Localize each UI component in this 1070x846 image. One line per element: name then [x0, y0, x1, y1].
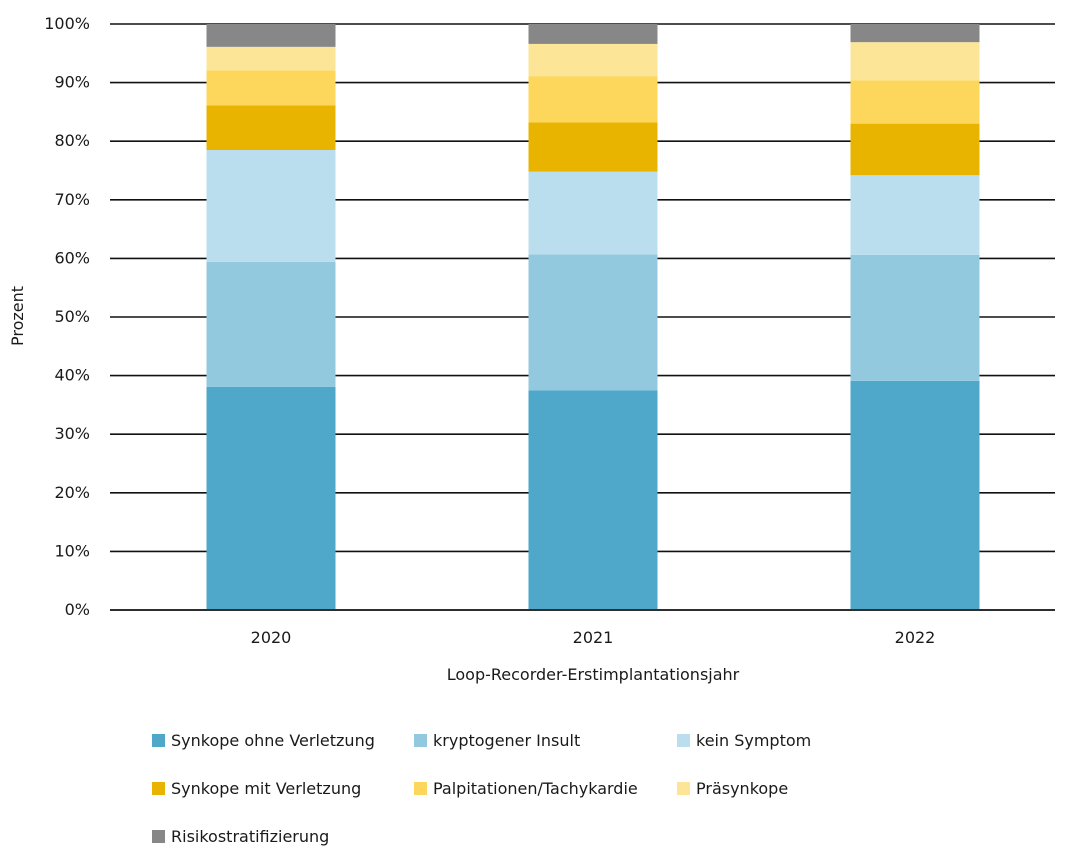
x-tick-label: 2020 [251, 628, 292, 647]
bar-segment [206, 261, 336, 387]
y-tick-labels: 0% 10% 20% 30% 40% 50% 60% 70% 80% 90% 100% [44, 14, 90, 619]
x-axis-label: Loop-Recorder-Erstimplantationsjahr [447, 665, 740, 684]
bar-segment [206, 105, 336, 150]
legend-item: Risikostratifizierung [152, 827, 329, 846]
bar-segment [850, 24, 980, 43]
bar-segment [206, 46, 336, 71]
y-tick-label: 70% [54, 190, 90, 209]
legend-item: kryptogener Insult [414, 731, 580, 750]
bar-segment [528, 254, 658, 391]
bar-segment [528, 390, 658, 610]
legend-swatch [677, 782, 690, 795]
legend-item: kein Symptom [677, 731, 811, 750]
y-tick-label: 20% [54, 483, 90, 502]
legend-label: kryptogener Insult [433, 731, 581, 750]
bar-segment [206, 386, 336, 610]
legend-swatch [414, 782, 427, 795]
bar-segment [206, 70, 336, 106]
y-tick-label: 100% [44, 14, 90, 33]
legend-swatch [414, 734, 427, 747]
bar-segment [850, 42, 980, 81]
x-tick-labels: 2020 2021 2022 [251, 628, 936, 647]
legend-item: Synkope ohne Verletzung [152, 731, 375, 750]
legend-label: Risikostratifizierung [171, 827, 330, 846]
x-tick-label: 2022 [895, 628, 936, 647]
bar-segment [850, 380, 980, 610]
legend-swatch [152, 734, 165, 747]
y-tick-label: 0% [65, 600, 90, 619]
legend-label: Palpitationen/Tachykardie [433, 779, 638, 798]
y-tick-label: 80% [54, 131, 90, 150]
y-tick-label: 40% [54, 366, 90, 385]
bar-segment [528, 76, 658, 123]
y-tick-label: 10% [54, 541, 90, 560]
bar-segment [206, 24, 336, 47]
y-tick-label: 90% [54, 73, 90, 92]
y-tick-label: 50% [54, 307, 90, 326]
x-tick-label: 2021 [573, 628, 614, 647]
legend-label: Synkope mit Verletzung [171, 779, 362, 798]
legend-item: Präsynkope [677, 779, 788, 798]
bar-segment [850, 254, 980, 381]
legend-label: Präsynkope [696, 779, 789, 798]
bar-segment [850, 80, 980, 124]
bar-segment [528, 24, 658, 44]
legend-swatch [677, 734, 690, 747]
legend-item: Synkope mit Verletzung [152, 779, 361, 798]
legend-swatch [152, 782, 165, 795]
y-axis-label: Prozent [8, 286, 27, 346]
bar-segment [528, 171, 658, 255]
y-tick-label: 30% [54, 424, 90, 443]
bar-segment [528, 122, 658, 172]
legend-label: Synkope ohne Verletzung [171, 731, 375, 750]
bars [206, 24, 980, 610]
bar-segment [850, 123, 980, 176]
legend-swatch [152, 830, 165, 843]
bar-segment [528, 43, 658, 77]
legend-label: kein Symptom [696, 731, 812, 750]
bar-segment [850, 175, 980, 255]
y-tick-label: 60% [54, 248, 90, 267]
legend-item: Palpitationen/Tachykardie [414, 779, 638, 798]
bar-segment [206, 149, 336, 262]
